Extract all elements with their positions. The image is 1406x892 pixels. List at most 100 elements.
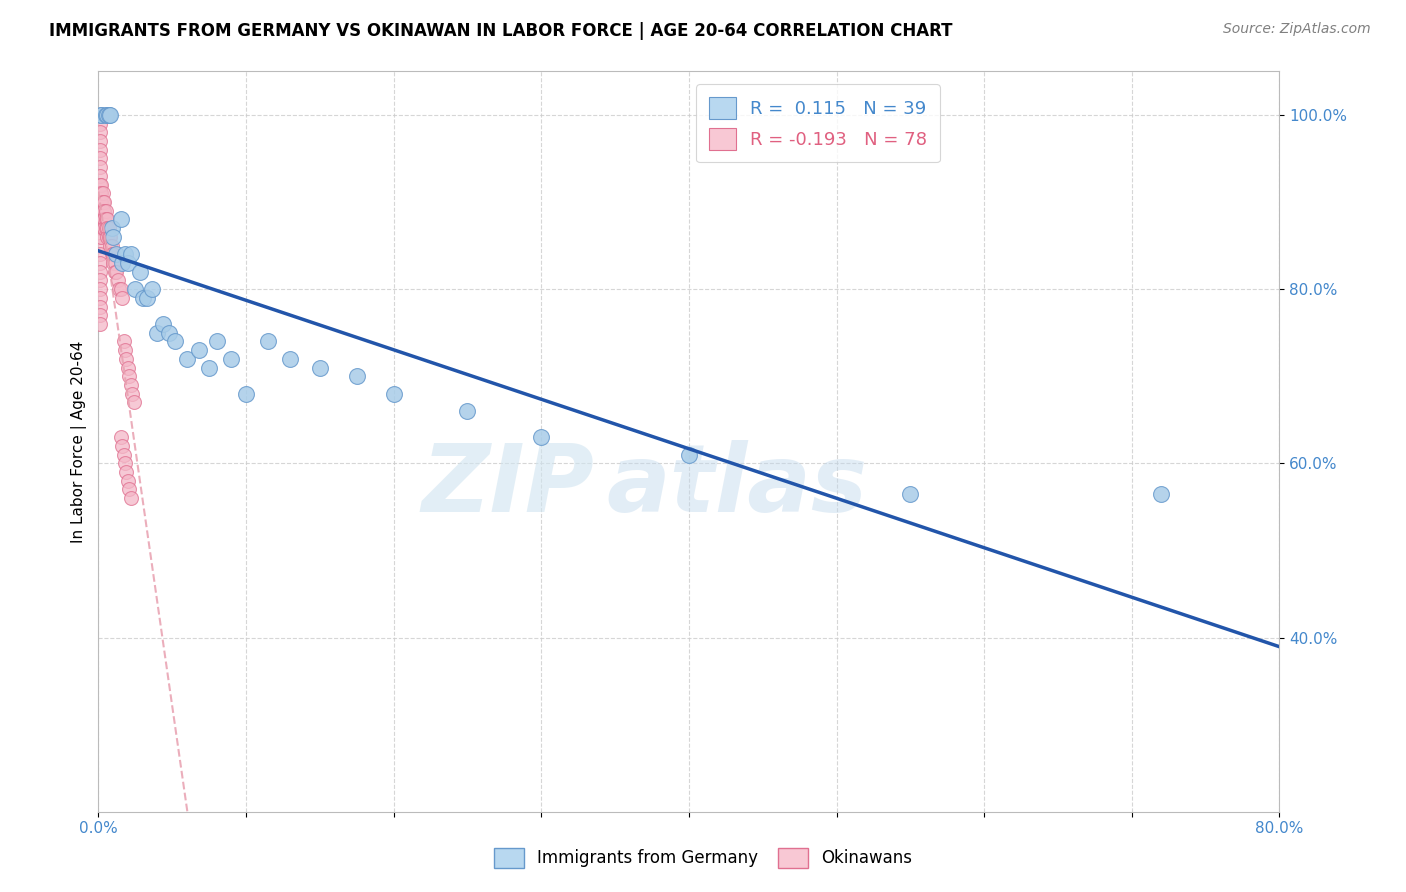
Point bbox=[97, 221, 120, 235]
Point bbox=[96, 221, 118, 235]
Point bbox=[280, 351, 302, 366]
Point bbox=[89, 300, 111, 314]
Point bbox=[122, 395, 145, 409]
Point bbox=[187, 343, 209, 357]
Point bbox=[90, 221, 112, 235]
Point bbox=[115, 465, 138, 479]
Point bbox=[104, 256, 127, 270]
Point bbox=[96, 230, 118, 244]
Point bbox=[900, 487, 922, 501]
Point bbox=[105, 247, 128, 261]
Point bbox=[89, 108, 111, 122]
Point bbox=[90, 230, 112, 244]
Point bbox=[89, 308, 111, 322]
Point bbox=[93, 212, 115, 227]
Point bbox=[110, 430, 132, 444]
Point bbox=[257, 334, 280, 349]
Point bbox=[108, 282, 131, 296]
Point bbox=[100, 247, 122, 261]
Point bbox=[457, 404, 479, 418]
Point bbox=[124, 282, 146, 296]
Point bbox=[89, 317, 111, 331]
Point bbox=[678, 448, 700, 462]
Point bbox=[89, 143, 111, 157]
Text: atlas: atlas bbox=[606, 440, 868, 532]
Point bbox=[117, 360, 139, 375]
Point bbox=[89, 273, 111, 287]
Legend: Immigrants from Germany, Okinawans: Immigrants from Germany, Okinawans bbox=[486, 841, 920, 875]
Point bbox=[205, 334, 228, 349]
Point bbox=[90, 194, 112, 209]
Point bbox=[98, 230, 121, 244]
Point bbox=[1150, 487, 1173, 501]
Point bbox=[98, 108, 121, 122]
Point bbox=[89, 134, 111, 148]
Point bbox=[117, 474, 139, 488]
Point bbox=[111, 256, 134, 270]
Point bbox=[346, 369, 368, 384]
Point bbox=[93, 194, 115, 209]
Point bbox=[100, 221, 122, 235]
Point bbox=[198, 360, 221, 375]
Point bbox=[132, 291, 155, 305]
Point bbox=[89, 160, 111, 174]
Point bbox=[103, 230, 125, 244]
Point bbox=[96, 108, 118, 122]
Point bbox=[120, 247, 142, 261]
Point bbox=[89, 238, 111, 252]
Point bbox=[157, 326, 180, 340]
Point bbox=[94, 203, 117, 218]
Point bbox=[120, 491, 142, 505]
Point bbox=[112, 448, 135, 462]
Point bbox=[94, 108, 117, 122]
Point bbox=[235, 386, 257, 401]
Y-axis label: In Labor Force | Age 20-64: In Labor Force | Age 20-64 bbox=[72, 341, 87, 542]
Text: ZIP: ZIP bbox=[422, 440, 595, 532]
Point bbox=[89, 169, 111, 183]
Point bbox=[89, 194, 111, 209]
Point bbox=[89, 212, 111, 227]
Point bbox=[128, 265, 150, 279]
Point bbox=[111, 291, 134, 305]
Point bbox=[107, 273, 129, 287]
Point bbox=[117, 256, 139, 270]
Point bbox=[104, 265, 127, 279]
Point bbox=[110, 212, 132, 227]
Point bbox=[112, 334, 135, 349]
Point bbox=[146, 326, 169, 340]
Point bbox=[105, 265, 128, 279]
Point bbox=[89, 125, 111, 139]
Point bbox=[89, 291, 111, 305]
Point bbox=[90, 186, 112, 201]
Point bbox=[93, 203, 115, 218]
Point bbox=[103, 247, 125, 261]
Point bbox=[90, 203, 112, 218]
Point bbox=[90, 108, 112, 122]
Point bbox=[165, 334, 187, 349]
Point bbox=[141, 282, 163, 296]
Text: Source: ZipAtlas.com: Source: ZipAtlas.com bbox=[1223, 22, 1371, 37]
Point bbox=[89, 152, 111, 166]
Point bbox=[91, 212, 114, 227]
Point bbox=[98, 238, 121, 252]
Text: IMMIGRANTS FROM GERMANY VS OKINAWAN IN LABOR FORCE | AGE 20-64 CORRELATION CHART: IMMIGRANTS FROM GERMANY VS OKINAWAN IN L… bbox=[49, 22, 953, 40]
Point bbox=[90, 108, 112, 122]
Point bbox=[103, 256, 125, 270]
Point bbox=[115, 351, 138, 366]
Point bbox=[530, 430, 553, 444]
Point bbox=[309, 360, 332, 375]
Point bbox=[90, 212, 112, 227]
Point bbox=[94, 212, 117, 227]
Point bbox=[89, 221, 111, 235]
Point bbox=[221, 351, 243, 366]
Point bbox=[176, 351, 198, 366]
Point bbox=[118, 369, 141, 384]
Point bbox=[152, 317, 174, 331]
Point bbox=[121, 386, 143, 401]
Point bbox=[97, 108, 120, 122]
Point bbox=[96, 212, 118, 227]
Point bbox=[91, 186, 114, 201]
Point bbox=[89, 282, 111, 296]
Point bbox=[89, 203, 111, 218]
Point bbox=[114, 343, 136, 357]
